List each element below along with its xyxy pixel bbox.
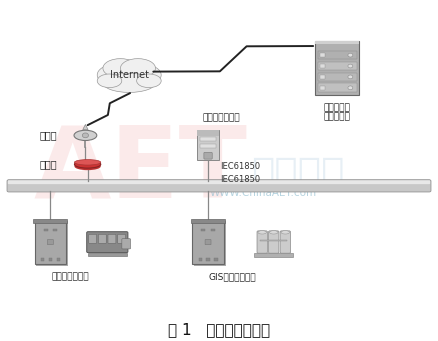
Text: WWW.ChinaAET.com: WWW.ChinaAET.com: [209, 188, 316, 198]
Circle shape: [348, 75, 353, 79]
FancyBboxPatch shape: [280, 231, 290, 253]
Circle shape: [82, 133, 88, 138]
Ellipse shape: [97, 74, 122, 88]
FancyBboxPatch shape: [88, 253, 127, 256]
FancyBboxPatch shape: [89, 234, 97, 243]
Text: IEC61850: IEC61850: [220, 162, 261, 170]
Text: 路由器: 路由器: [39, 159, 57, 169]
Ellipse shape: [74, 163, 101, 170]
FancyBboxPatch shape: [318, 51, 357, 59]
FancyBboxPatch shape: [206, 258, 210, 261]
FancyBboxPatch shape: [194, 221, 226, 266]
Ellipse shape: [103, 59, 138, 78]
Text: 信息一体化平台: 信息一体化平台: [202, 114, 240, 123]
FancyBboxPatch shape: [320, 53, 325, 57]
FancyBboxPatch shape: [198, 258, 202, 261]
Ellipse shape: [74, 130, 97, 140]
Ellipse shape: [258, 231, 266, 234]
FancyBboxPatch shape: [200, 144, 216, 148]
FancyBboxPatch shape: [191, 219, 225, 223]
FancyBboxPatch shape: [118, 234, 126, 243]
Text: Internet: Internet: [110, 70, 149, 80]
FancyBboxPatch shape: [36, 221, 68, 266]
FancyBboxPatch shape: [268, 231, 279, 253]
FancyBboxPatch shape: [257, 231, 267, 253]
FancyBboxPatch shape: [122, 239, 131, 249]
FancyBboxPatch shape: [192, 220, 224, 264]
FancyBboxPatch shape: [99, 234, 106, 243]
Text: GIS间隔智能组件: GIS间隔智能组件: [208, 273, 256, 282]
FancyBboxPatch shape: [204, 152, 212, 159]
FancyBboxPatch shape: [318, 84, 357, 92]
Ellipse shape: [128, 65, 161, 85]
FancyBboxPatch shape: [318, 62, 357, 70]
FancyBboxPatch shape: [315, 41, 359, 95]
FancyBboxPatch shape: [53, 229, 57, 231]
Text: 图 1   方案一系统组成: 图 1 方案一系统组成: [168, 323, 270, 338]
Ellipse shape: [74, 161, 101, 168]
FancyBboxPatch shape: [7, 180, 431, 192]
FancyBboxPatch shape: [35, 220, 66, 264]
Text: 技术应用: 技术应用: [251, 155, 345, 193]
FancyBboxPatch shape: [197, 130, 219, 136]
FancyBboxPatch shape: [201, 229, 205, 231]
FancyBboxPatch shape: [87, 232, 128, 253]
Text: 变电站综合: 变电站综合: [324, 103, 351, 112]
FancyBboxPatch shape: [33, 219, 67, 223]
Ellipse shape: [74, 160, 101, 165]
FancyBboxPatch shape: [108, 234, 116, 243]
FancyBboxPatch shape: [44, 229, 48, 231]
FancyBboxPatch shape: [197, 130, 219, 160]
Ellipse shape: [97, 65, 131, 85]
FancyBboxPatch shape: [320, 64, 325, 68]
Ellipse shape: [120, 59, 155, 78]
FancyBboxPatch shape: [320, 86, 325, 90]
FancyBboxPatch shape: [318, 73, 357, 81]
Circle shape: [348, 53, 353, 57]
Text: 防火墙: 防火墙: [39, 130, 57, 140]
FancyBboxPatch shape: [200, 137, 216, 141]
FancyBboxPatch shape: [211, 229, 215, 231]
Text: AET: AET: [33, 122, 247, 219]
Polygon shape: [83, 124, 88, 130]
Ellipse shape: [105, 60, 153, 86]
FancyBboxPatch shape: [57, 258, 60, 261]
FancyBboxPatch shape: [254, 253, 293, 257]
Circle shape: [348, 64, 353, 68]
FancyBboxPatch shape: [214, 258, 218, 261]
FancyBboxPatch shape: [41, 258, 44, 261]
Ellipse shape: [137, 74, 161, 88]
Text: 自动化系统: 自动化系统: [324, 113, 351, 121]
Ellipse shape: [103, 73, 155, 92]
FancyBboxPatch shape: [320, 75, 325, 79]
FancyBboxPatch shape: [47, 239, 53, 245]
Text: IEC61850: IEC61850: [220, 175, 261, 184]
FancyBboxPatch shape: [205, 239, 211, 245]
Ellipse shape: [269, 231, 278, 234]
Text: 变压器智能组件: 变压器智能组件: [51, 273, 89, 282]
FancyBboxPatch shape: [49, 258, 52, 261]
FancyBboxPatch shape: [260, 239, 287, 241]
Ellipse shape: [281, 231, 290, 234]
FancyBboxPatch shape: [315, 41, 359, 44]
Circle shape: [348, 86, 353, 90]
FancyBboxPatch shape: [8, 180, 430, 184]
